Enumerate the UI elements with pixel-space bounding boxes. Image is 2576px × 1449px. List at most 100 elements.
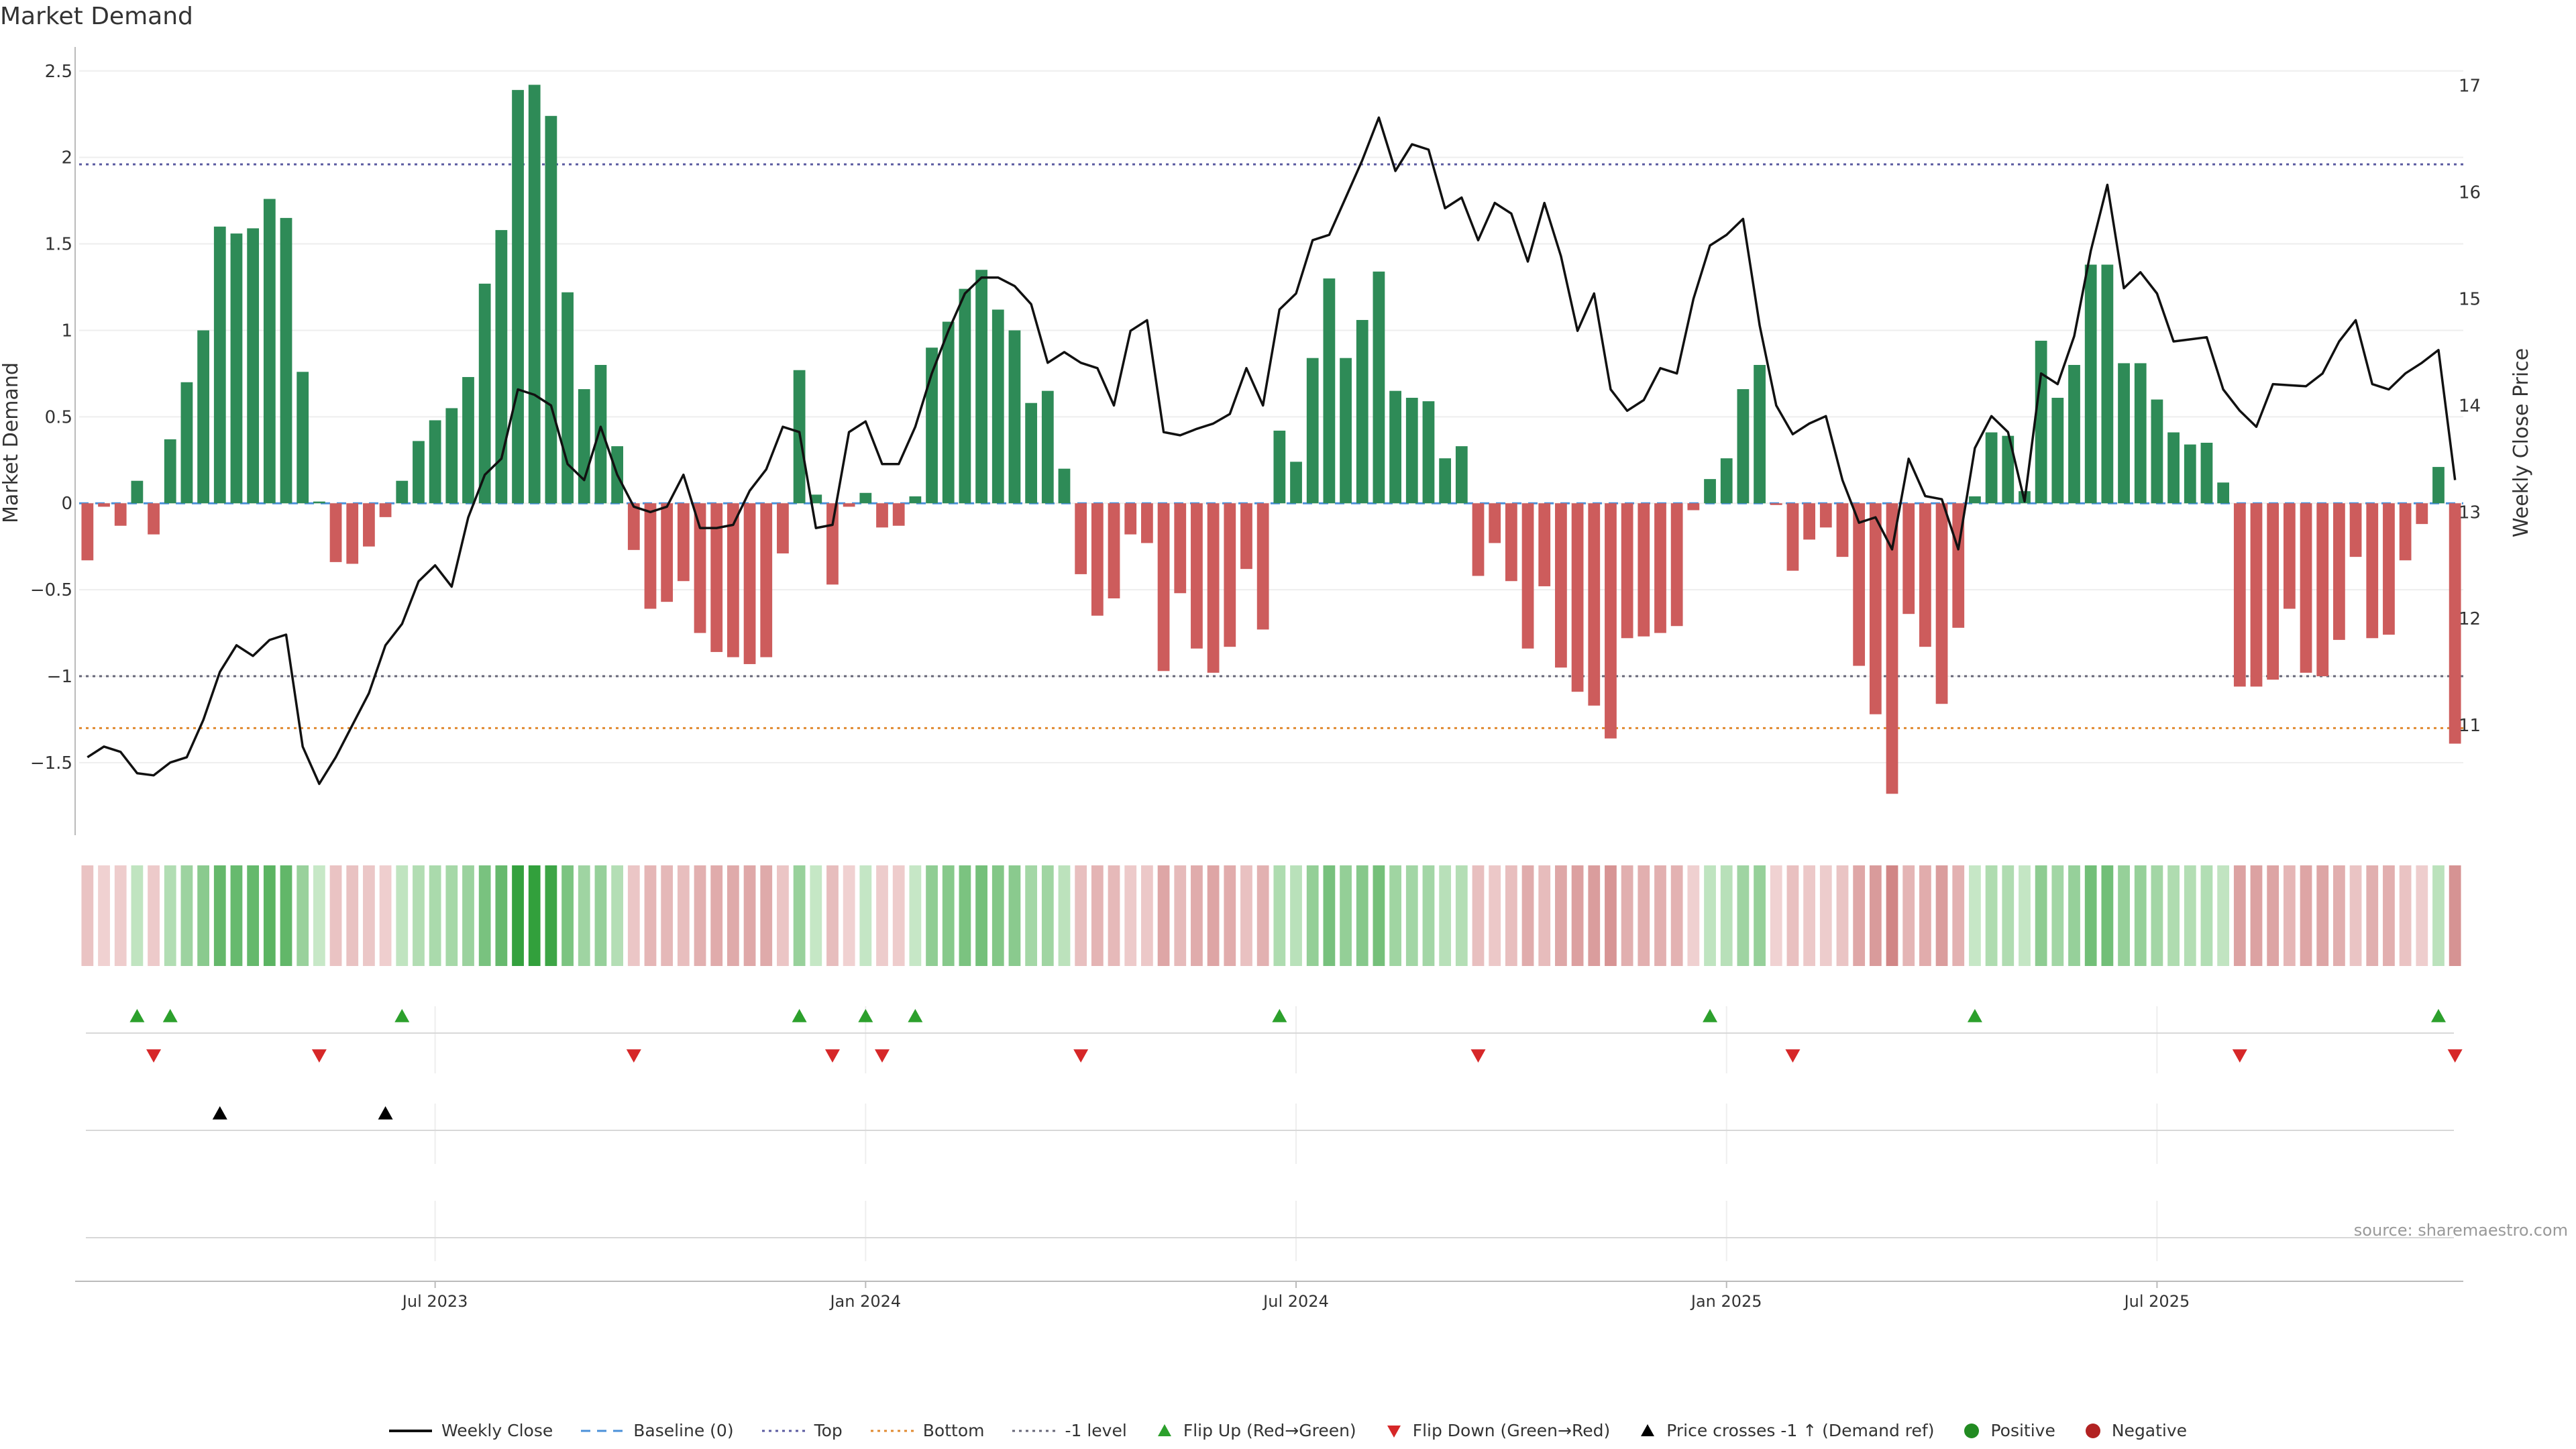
y-axis-title: Market Demand bbox=[0, 362, 23, 523]
heat-cell bbox=[1754, 865, 1766, 966]
legend-item: Weekly Close bbox=[388, 1421, 553, 1440]
heat-cell bbox=[892, 865, 905, 966]
flip-down-marker bbox=[146, 1049, 162, 1063]
y-tick-label: −0.5 bbox=[30, 580, 72, 600]
demand-bar bbox=[1803, 503, 1816, 540]
legend-swatch bbox=[2085, 1423, 2100, 1438]
heat-cell bbox=[2084, 865, 2097, 966]
heat-cell bbox=[1902, 865, 1915, 966]
legend-label: -1 level bbox=[1065, 1421, 1127, 1440]
heat-cell bbox=[2432, 865, 2445, 966]
flip-up-marker bbox=[858, 1009, 873, 1022]
demand-bar bbox=[2134, 363, 2147, 504]
y-tick-label: −1.5 bbox=[30, 753, 72, 773]
demand-bar bbox=[2449, 503, 2461, 744]
demand-bar bbox=[2101, 264, 2114, 504]
heat-cell bbox=[2200, 865, 2213, 966]
heat-cell bbox=[1091, 865, 1104, 966]
demand-bar bbox=[1356, 319, 1368, 504]
heat-cell bbox=[1025, 865, 1038, 966]
heat-cell bbox=[1489, 865, 1501, 966]
flip-up-marker bbox=[162, 1009, 178, 1022]
heat-cell bbox=[148, 865, 160, 966]
demand-bar bbox=[545, 115, 557, 504]
heat-cell bbox=[578, 865, 590, 966]
demand-bar bbox=[1985, 432, 1998, 504]
heat-cell bbox=[2118, 865, 2130, 966]
heat-cell bbox=[1985, 865, 1998, 966]
demand-bars bbox=[81, 85, 2461, 794]
y2-tick-label: 16 bbox=[2459, 183, 2481, 203]
y-tick-label: 0.5 bbox=[45, 407, 72, 427]
y2-tick-label: 14 bbox=[2459, 396, 2481, 416]
heat-cell bbox=[2416, 865, 2428, 966]
axes: 2.5 2 1.5 1 0.5 0 −0.5 −1 −1.5 17 16 15 14 13 12 11 Mark… bbox=[0, 47, 2533, 835]
heat-cell bbox=[81, 865, 94, 966]
demand-bar bbox=[2283, 503, 2296, 609]
legend-triangle-up bbox=[1157, 1424, 1171, 1436]
flip-down-marker bbox=[1470, 1049, 1486, 1063]
x-axis: Jul 2023 Jan 2024 Jul 2024 Jan 2025 Jul 2025 bbox=[75, 1281, 2463, 1311]
demand-bar bbox=[1538, 503, 1551, 586]
demand-bar bbox=[1290, 462, 1302, 504]
demand-bar bbox=[197, 330, 209, 504]
heat-cell bbox=[793, 865, 806, 966]
demand-bar bbox=[1571, 503, 1584, 692]
demand-bar bbox=[1191, 503, 1203, 649]
heat-cell bbox=[230, 865, 243, 966]
demand-bar bbox=[1207, 503, 1220, 673]
demand-bar bbox=[2366, 503, 2379, 639]
demand-bar bbox=[1472, 503, 1485, 576]
legend-label: Positive bbox=[1990, 1421, 2055, 1440]
heat-cell bbox=[2449, 865, 2461, 966]
heat-cell bbox=[478, 865, 491, 966]
x-tick-label: Jan 2024 bbox=[828, 1292, 901, 1311]
legend-item: Top bbox=[761, 1421, 843, 1440]
heat-cell bbox=[1141, 865, 1153, 966]
x-tick-label: Jan 2025 bbox=[1690, 1292, 1762, 1311]
flip-down-marker bbox=[311, 1049, 327, 1063]
heat-cell bbox=[677, 865, 690, 966]
heat-cell bbox=[1108, 865, 1120, 966]
demand-bar bbox=[1323, 278, 1336, 504]
heat-cell bbox=[379, 865, 392, 966]
demand-bar bbox=[991, 309, 1004, 504]
demand-bar bbox=[1273, 430, 1286, 504]
legend-label: Price crosses -1 ↑ (Demand ref) bbox=[1666, 1421, 1935, 1440]
legend-item: Negative bbox=[2084, 1421, 2187, 1440]
demand-bar bbox=[413, 441, 425, 504]
heat-cell bbox=[1654, 865, 1666, 966]
heat-cell bbox=[495, 865, 508, 966]
demand-bar bbox=[1174, 503, 1187, 594]
heat-cell bbox=[810, 865, 822, 966]
demand-bar bbox=[478, 283, 491, 504]
demand-bar bbox=[1505, 503, 1517, 582]
demand-bar bbox=[777, 503, 789, 553]
demand-bar bbox=[1654, 503, 1666, 633]
heat-cell bbox=[1124, 865, 1137, 966]
demand-bar bbox=[2151, 399, 2163, 504]
demand-bar bbox=[1256, 503, 1269, 630]
heat-cell bbox=[462, 865, 474, 966]
legend-swatch bbox=[1387, 1425, 1401, 1438]
demand-bar bbox=[2068, 365, 2080, 504]
flip-down-marker bbox=[1073, 1049, 1089, 1063]
demand-bar bbox=[2416, 503, 2428, 525]
heat-cell bbox=[164, 865, 176, 966]
legend-triangle-up bbox=[1641, 1424, 1655, 1436]
legend-swatch bbox=[581, 1430, 625, 1432]
heat-cell bbox=[2019, 865, 2031, 966]
demand-bar bbox=[396, 480, 409, 504]
legend-item: Positive bbox=[1962, 1421, 2055, 1440]
heat-cell bbox=[975, 865, 987, 966]
price-line-layer bbox=[87, 116, 2457, 786]
flip-down-marker bbox=[626, 1049, 641, 1063]
demand-bar bbox=[1555, 503, 1567, 668]
heat-cell bbox=[2250, 865, 2263, 966]
heat-cell bbox=[512, 865, 524, 966]
heat-cell bbox=[1638, 865, 1650, 966]
heat-cell bbox=[429, 865, 441, 966]
heat-cell bbox=[1008, 865, 1021, 966]
legend-swatch bbox=[1964, 1423, 1980, 1438]
demand-bar bbox=[1704, 479, 1716, 504]
